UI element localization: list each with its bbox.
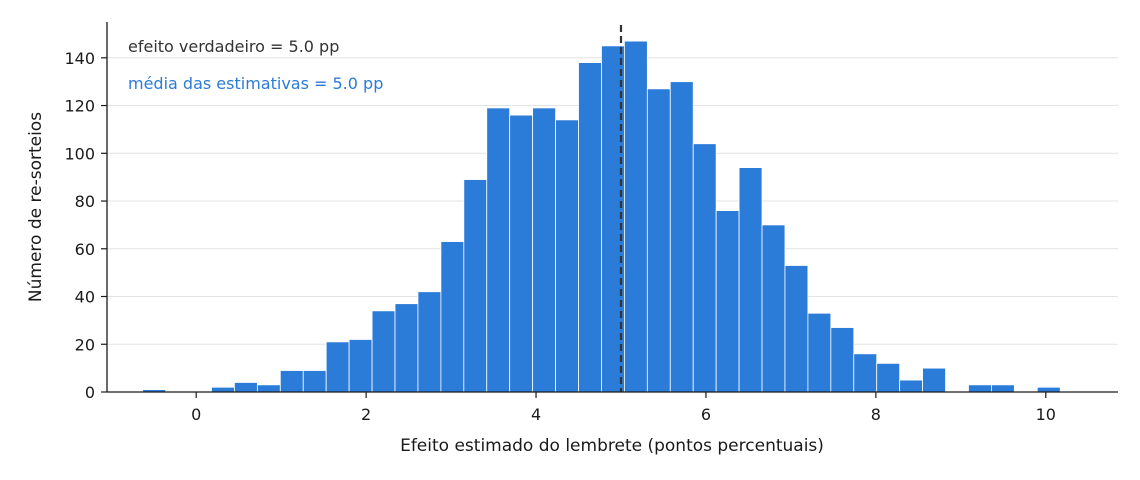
histogram-bar	[669, 81, 694, 393]
y-tick-label: 100	[64, 144, 95, 163]
histogram-bar	[968, 384, 992, 393]
histogram-bar	[761, 224, 786, 393]
histogram-bar	[211, 386, 235, 393]
x-tick-label: 4	[531, 405, 541, 424]
y-tick-label: 120	[64, 97, 95, 116]
histogram-bar	[486, 107, 511, 393]
histogram-bar	[1036, 386, 1061, 393]
y-tick-label: 60	[75, 240, 95, 259]
histogram-bar	[417, 291, 442, 393]
x-tick-label: 6	[701, 405, 711, 424]
histogram-bars	[142, 40, 1061, 393]
y-axis-label: Número de re-sorteios	[26, 112, 46, 302]
histogram-bar	[463, 179, 488, 393]
histogram-bar	[509, 114, 534, 393]
histogram-bar	[807, 312, 832, 393]
histogram-bar	[922, 367, 946, 393]
x-tick-label: 2	[361, 405, 371, 424]
histogram-bar	[853, 353, 878, 393]
histogram-bar	[830, 327, 855, 393]
histogram-bar	[302, 370, 327, 393]
histogram-bar	[623, 40, 648, 393]
y-tick-label: 80	[75, 192, 95, 211]
histogram-bar	[440, 241, 465, 393]
histogram-bar	[646, 88, 671, 393]
histogram-bar	[234, 382, 258, 393]
histogram-bar	[715, 210, 740, 393]
x-tick-label: 8	[871, 405, 881, 424]
histogram-bar	[371, 310, 396, 393]
x-tick-label: 10	[1036, 405, 1056, 424]
histogram-bar	[991, 384, 1015, 393]
histogram-bar	[876, 362, 901, 393]
mean-estimate-annotation: média das estimativas = 5.0 pp	[128, 74, 383, 93]
histogram-bar	[325, 341, 350, 393]
x-tick-label: 0	[191, 405, 201, 424]
histogram-bar	[348, 339, 373, 393]
histogram-bar	[555, 119, 579, 393]
y-tick-label: 20	[75, 335, 95, 354]
y-tick-label: 0	[85, 383, 95, 402]
x-axis-label: Efeito estimado do lembrete (pontos perc…	[400, 436, 824, 456]
histogram-bar	[738, 167, 763, 393]
histogram-bar	[692, 143, 717, 393]
axes	[106, 22, 1118, 393]
histogram-bar	[532, 107, 556, 393]
true-effect-annotation: efeito verdadeiro = 5.0 pp	[128, 37, 339, 56]
histogram-bar	[899, 379, 923, 393]
histogram-bar	[256, 384, 281, 393]
y-tick-label: 40	[75, 288, 95, 307]
histogram-bar	[578, 62, 602, 393]
histogram-bar	[784, 265, 809, 393]
histogram-bar	[279, 370, 304, 393]
histogram-bar	[394, 303, 419, 393]
y-tick-label: 140	[64, 49, 95, 68]
